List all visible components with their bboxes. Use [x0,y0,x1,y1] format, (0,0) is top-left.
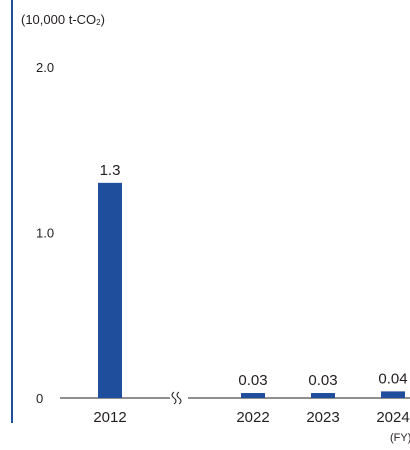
axis-break-mark-1 [171,391,177,405]
unit-prefix: (10,000 t-CO [21,12,97,27]
bar-2012 [98,182,122,398]
x-tick-label-2023: 2023 [306,409,339,426]
y-tick-label-2: 2.0 [36,60,54,75]
x-axis-unit-label: (FY) [390,432,410,444]
left-accent-rule [11,0,13,423]
y-tick-label-1: 1.0 [36,226,54,241]
y-tick-label-0: 0 [36,391,43,406]
x-tick-label-2012: 2012 [93,409,126,426]
value-label-2024: 0.04 [378,370,407,387]
value-label-2012: 1.3 [100,162,121,179]
x-tick-label-2022: 2022 [236,409,269,426]
y-axis-unit-label: (10,000 t-CO2) [21,12,105,27]
bar-2024 [381,391,405,398]
axis-break-mark-2 [176,391,182,405]
x-tick-label-2024: 2024 [376,409,409,426]
value-label-2023: 0.03 [308,372,337,389]
value-label-2022: 0.03 [238,372,267,389]
unit-subscript: 2 [96,18,101,27]
unit-suffix: ) [100,12,105,27]
bar-2023 [311,393,335,398]
bar-2022 [241,393,265,398]
